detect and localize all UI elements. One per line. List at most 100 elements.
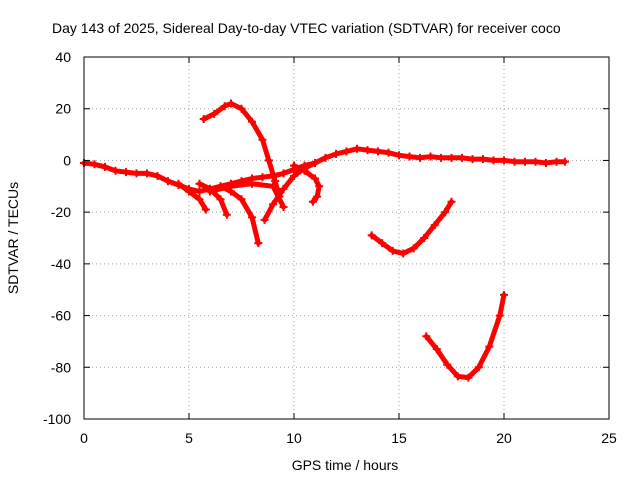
- data-point: [122, 168, 130, 177]
- data-point: [432, 345, 441, 354]
- data-point: [248, 179, 256, 188]
- data-point: [90, 160, 99, 169]
- chart-title: Day 143 of 2025, Sidereal Day-to-day VTE…: [52, 20, 561, 36]
- data-point: [220, 102, 229, 111]
- data-point: [201, 205, 210, 214]
- data-point: [237, 195, 246, 204]
- data-point: [489, 156, 498, 165]
- data-point: [468, 155, 477, 164]
- data-point: [248, 117, 256, 126]
- data-point: [500, 290, 508, 299]
- data-point: [269, 182, 277, 191]
- data-point: [405, 152, 414, 161]
- data-point: [474, 363, 483, 372]
- y-tick-labels: -100 -80 -60 -40 -20 0 20 40: [43, 49, 71, 427]
- data-point: [271, 177, 280, 186]
- data-point: [222, 210, 231, 219]
- data-point: [195, 195, 204, 204]
- data-point: [443, 360, 452, 369]
- data-point: [290, 171, 298, 180]
- data-point: [206, 187, 214, 196]
- y-tick-label: 40: [55, 49, 71, 65]
- x-axis-label: GPS time / hours: [292, 457, 399, 473]
- data-point: [332, 149, 340, 158]
- data-point: [374, 147, 382, 156]
- data-point: [464, 373, 473, 382]
- data-point: [311, 174, 319, 183]
- x-tick-label: 10: [286, 430, 302, 446]
- data-point: [485, 342, 494, 351]
- data-point: [185, 187, 193, 196]
- data-point: [237, 104, 246, 113]
- data-point: [378, 239, 387, 248]
- data-point: [437, 153, 445, 162]
- data-point: [258, 173, 267, 182]
- data-point: [258, 135, 267, 144]
- data-point: [195, 179, 204, 188]
- data-point: [447, 197, 456, 206]
- data-point: [458, 153, 466, 162]
- trace-branch-b: [197, 181, 230, 218]
- data-point: [447, 153, 456, 162]
- data-point: [311, 159, 319, 168]
- y-tick-label: -100: [43, 411, 71, 427]
- data-point: [308, 197, 317, 206]
- data-point: [430, 221, 439, 230]
- data-point: [441, 208, 450, 217]
- data-point: [409, 244, 418, 253]
- data-point: [153, 171, 162, 180]
- y-tick-label: -20: [51, 204, 71, 220]
- data-point: [248, 213, 256, 222]
- y-tick-label: 0: [63, 152, 71, 168]
- data-point: [279, 184, 288, 193]
- data-point: [510, 157, 519, 166]
- data-point: [111, 166, 120, 175]
- x-tick-label: 5: [185, 430, 193, 446]
- y-tick-label: -80: [51, 359, 71, 375]
- plot-frame: [83, 56, 610, 420]
- data-point: [227, 182, 235, 191]
- data-point: [363, 146, 372, 155]
- data-point: [279, 202, 288, 211]
- data-point: [384, 148, 393, 157]
- y-tick-label: -60: [51, 308, 71, 324]
- data-point: [367, 231, 376, 240]
- x-tick-label: 15: [391, 430, 407, 446]
- x-tick-label: 20: [496, 430, 512, 446]
- data-point: [321, 153, 330, 162]
- data-point: [542, 159, 550, 168]
- data-point: [227, 99, 235, 108]
- data-point: [216, 195, 225, 204]
- data-point: [395, 151, 403, 160]
- axis-ticks: [83, 56, 610, 420]
- data-point: [195, 187, 204, 196]
- x-tick-labels: 0 5 10 15 20 25: [80, 430, 617, 446]
- data-point: [174, 179, 183, 188]
- data-point: [342, 147, 351, 156]
- data-point: [260, 215, 269, 224]
- data-point: [290, 161, 298, 170]
- data-point: [426, 152, 435, 161]
- data-point: [101, 162, 109, 171]
- data-point: [199, 115, 208, 124]
- y-axis-label: SDTVAR / TECUs: [5, 182, 21, 294]
- data-point: [560, 157, 569, 166]
- data-point: [500, 156, 508, 165]
- trace-branch-a: [176, 181, 209, 213]
- data-point: [453, 372, 462, 381]
- data-point: [143, 169, 151, 178]
- grid-lines: [84, 57, 609, 419]
- trace-upper-arc: [201, 101, 282, 200]
- data-point: [254, 239, 263, 248]
- data-point: [388, 246, 397, 255]
- data-point: [300, 166, 309, 175]
- data-point: [132, 169, 141, 178]
- y-tick-label: -40: [51, 256, 71, 272]
- x-tick-label: 0: [80, 430, 88, 446]
- data-point: [315, 182, 324, 191]
- data-point: [264, 156, 273, 165]
- data-point: [164, 177, 172, 186]
- data-traces: [80, 99, 569, 382]
